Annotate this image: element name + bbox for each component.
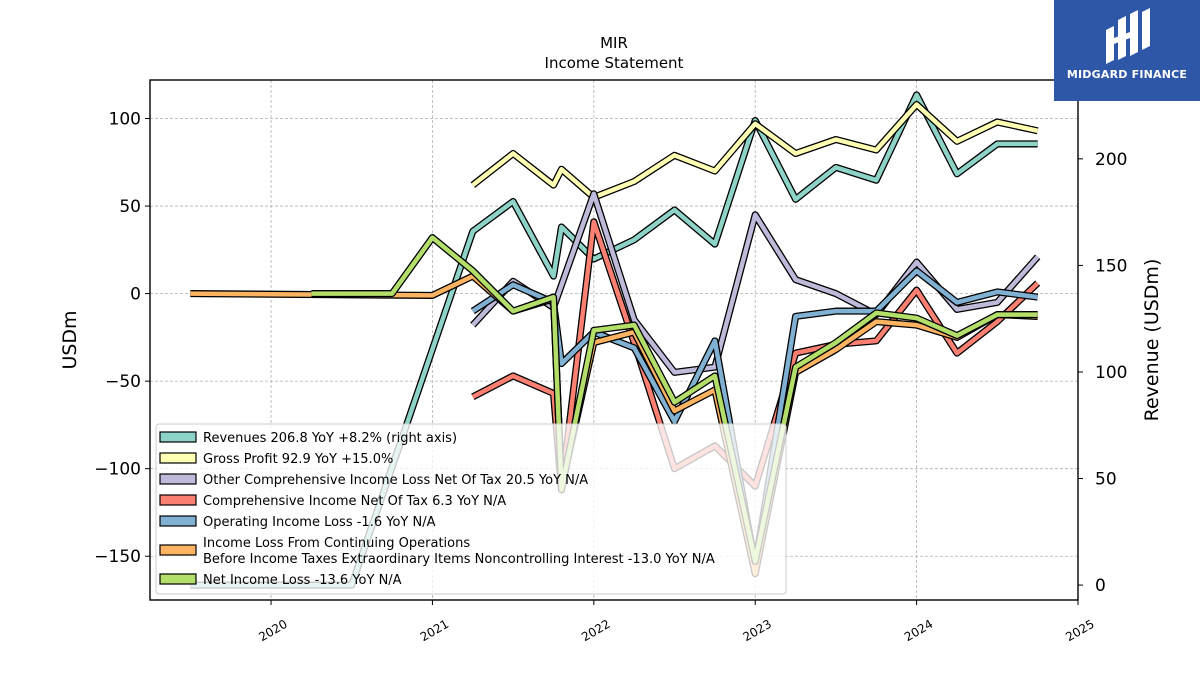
legend-label-3: Comprehensive Income Net Of Tax 6.3 YoY … bbox=[203, 494, 506, 509]
legend-swatch-4 bbox=[159, 515, 197, 527]
y-tick-label: −50 bbox=[105, 372, 141, 392]
legend-swatch-2 bbox=[159, 473, 197, 485]
legend-label-1: Gross Profit 92.9 YoY +15.0% bbox=[203, 452, 393, 467]
x-tick-label: 2020 bbox=[256, 617, 289, 644]
y-tick-label: 0 bbox=[130, 285, 141, 305]
y-tick-label: 50 bbox=[119, 197, 141, 217]
y2-axis-label: Revenue (USDm) bbox=[1141, 259, 1163, 422]
y-tick-label: −150 bbox=[94, 547, 141, 567]
brand-mark-icon bbox=[1106, 8, 1150, 64]
y2-tick-label: 50 bbox=[1095, 470, 1117, 490]
plot-frame bbox=[149, 79, 1079, 601]
x-tick-label: 2024 bbox=[902, 617, 935, 644]
y2-tick-label: 150 bbox=[1095, 256, 1127, 276]
y-tick-label: −100 bbox=[94, 460, 141, 480]
chart-title: MIR bbox=[600, 34, 628, 52]
legend-box bbox=[155, 423, 787, 595]
legend-label-4: Operating Income Loss -1.6 YoY N/A bbox=[203, 515, 436, 530]
legend-swatch-5 bbox=[159, 544, 197, 556]
y2-tick-label: 100 bbox=[1095, 363, 1127, 383]
series-line-6 bbox=[311, 235, 1038, 564]
legend-swatch-6 bbox=[159, 573, 197, 585]
legend-label-5: Income Loss From Continuing Operations Be… bbox=[203, 536, 715, 567]
legend-label-0: Revenues 206.8 YoY +8.2% (right axis) bbox=[203, 431, 457, 446]
legend-label-6: Net Income Loss -13.6 YoY N/A bbox=[203, 573, 402, 588]
y2-tick-label: 200 bbox=[1095, 150, 1127, 170]
x-tick-label: 2022 bbox=[579, 617, 612, 644]
y-axis-label: USDm bbox=[59, 310, 81, 369]
y-tick-label: 100 bbox=[109, 110, 141, 130]
x-tick-label: 2025 bbox=[1063, 617, 1096, 644]
brand-logo: MIDGARD FINANCE bbox=[1054, 0, 1200, 101]
legend-swatch-3 bbox=[159, 494, 197, 506]
legend-swatch-0 bbox=[159, 431, 197, 443]
legend-swatch-1 bbox=[159, 452, 197, 464]
brand-name: MIDGARD FINANCE bbox=[1066, 68, 1188, 81]
series-line-1 bbox=[471, 102, 1039, 200]
legend-label-2: Other Comprehensive Income Loss Net Of T… bbox=[203, 473, 588, 488]
x-tick-label: 2021 bbox=[418, 617, 451, 644]
legend: Revenues 206.8 YoY +8.2% (right axis) Gro… bbox=[155, 423, 787, 595]
y2-tick-label: 0 bbox=[1095, 576, 1106, 596]
chart-subtitle: Income Statement bbox=[545, 54, 684, 72]
x-tick-label: 2023 bbox=[740, 617, 773, 644]
